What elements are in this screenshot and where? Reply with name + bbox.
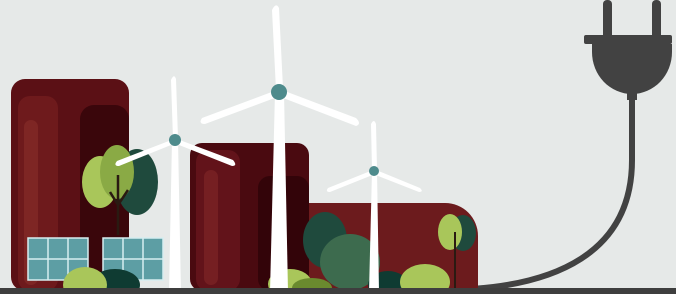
illustration [0, 0, 676, 294]
building-highlight [204, 170, 218, 285]
ground [0, 288, 676, 294]
turbine-hub [369, 166, 379, 176]
page: {} [0, 0, 676, 294]
plug-head [584, 35, 672, 44]
tree [438, 214, 462, 250]
turbine-hub [271, 84, 287, 100]
building-middle [190, 143, 309, 291]
turbine-hub [169, 134, 181, 146]
